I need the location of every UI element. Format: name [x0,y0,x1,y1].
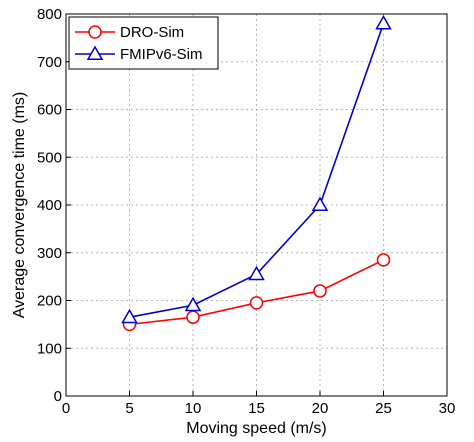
data-point-1-4 [313,284,327,298]
data-point-2-2 [184,296,202,312]
y-axis-label: Average convergence time (ms) [11,92,28,318]
x-axis-label: Moving speed (m/s) [186,420,327,437]
legend-label-2: FMIPv6-Sim [120,46,203,63]
x-tick-label: 20 [312,400,329,417]
y-tick-label: 400 [37,197,62,214]
legend-marker-1 [88,25,102,39]
y-tick-label: 300 [37,245,62,262]
y-tick-label: 600 [37,102,62,119]
data-point-1-5 [376,253,391,267]
data-point-2-3 [248,265,265,281]
data-point-1-3 [249,296,264,310]
legend: DRO-Sim FMIPv6-Sim [68,16,219,70]
data-point-2-1 [121,308,138,324]
y-tick-label: 200 [37,293,62,310]
y-tick-label: 700 [37,54,62,71]
y-tick-label: 500 [37,149,62,166]
x-tick-label: 15 [248,400,265,417]
x-tick-label: 0 [62,400,70,417]
legend-label-1: DRO-Sim [120,24,184,41]
data-point-2-5 [375,15,392,30]
y-tick-label: 800 [37,6,62,23]
y-tick-label: 100 [37,340,62,357]
x-tick-label: 5 [125,400,133,417]
x-tick-label: 30 [439,400,456,417]
series-layer [121,15,392,332]
data-point-2-4 [311,196,329,211]
data-point-1-2 [186,310,200,324]
y-tick-label: 0 [54,388,62,405]
x-tick-label: 10 [185,400,202,417]
x-tick-label: 25 [375,400,392,417]
legend-marker-2 [86,45,104,60]
grid [66,14,447,396]
